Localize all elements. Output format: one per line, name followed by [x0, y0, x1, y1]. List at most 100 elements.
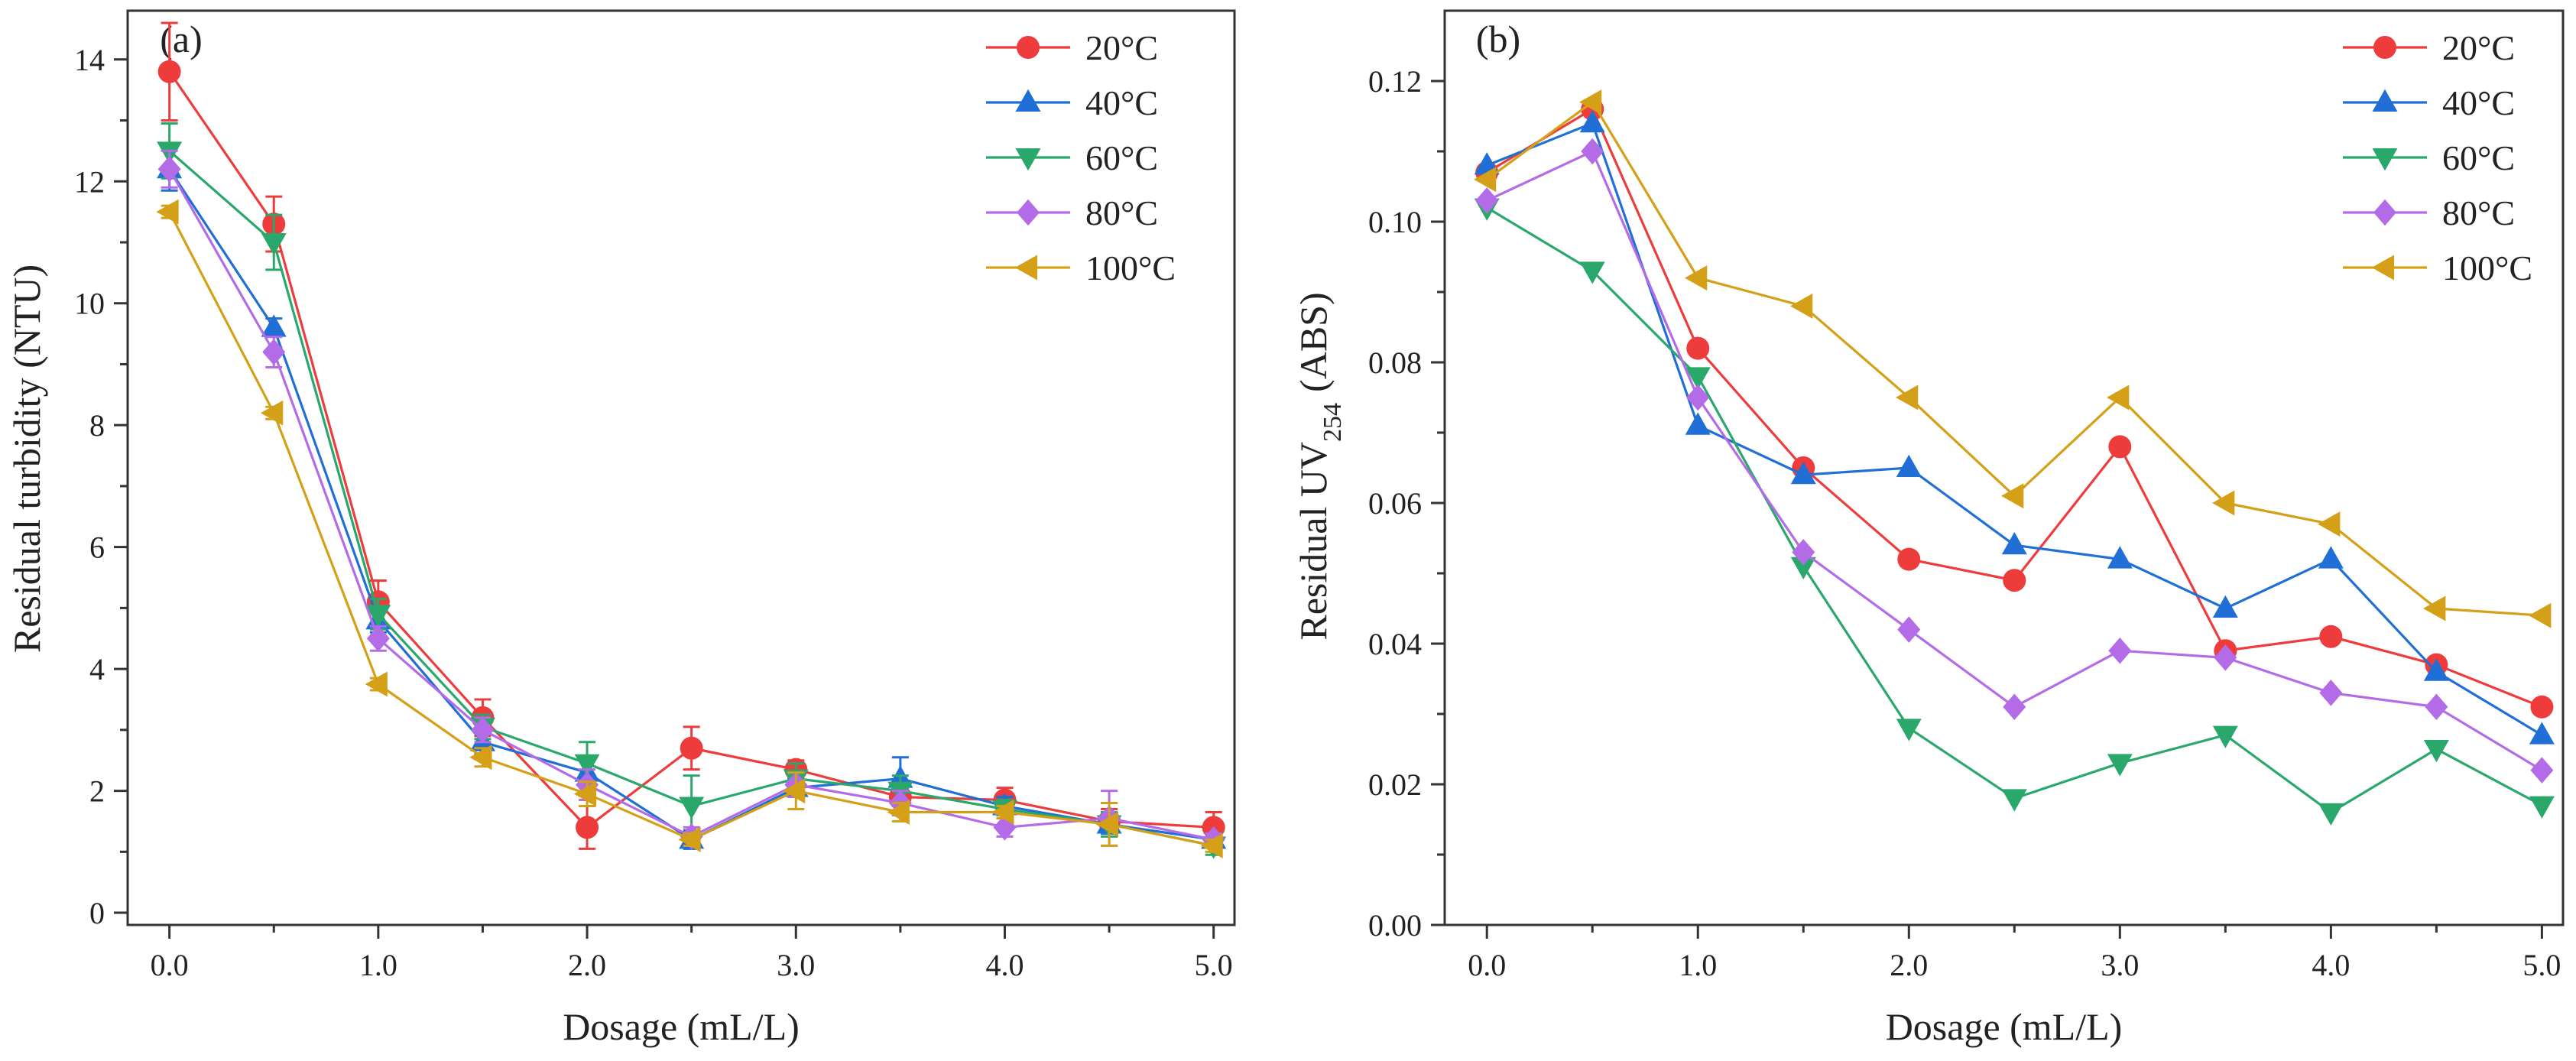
- y-tick-label: 10: [74, 287, 105, 321]
- series-1: [1474, 109, 2555, 745]
- legend-label: 60°C: [1085, 138, 1158, 177]
- legend-label: 60°C: [2442, 138, 2515, 177]
- x-tick-label: 5.0: [2522, 948, 2561, 982]
- legend-marker: [1015, 148, 1041, 171]
- series-line: [1486, 149, 2543, 771]
- legend-marker: [2371, 255, 2394, 281]
- x-tick-label: 0.0: [151, 948, 189, 982]
- x-tick-label: 3.0: [2101, 948, 2139, 982]
- data-point: [1897, 547, 1921, 571]
- data-point: [2214, 644, 2237, 671]
- series-4: [156, 199, 1223, 858]
- legend-label: 80°C: [2442, 193, 2515, 232]
- legend-label: 100°C: [1085, 248, 1176, 287]
- x-tick-label: 2.0: [568, 948, 606, 982]
- data-point: [261, 314, 287, 337]
- legend-label: 20°C: [2442, 28, 2515, 67]
- x-tick-label: 4.0: [2312, 948, 2350, 982]
- data-point: [261, 232, 287, 256]
- data-point: [1896, 454, 1922, 477]
- data-point: [2529, 722, 2555, 745]
- series-2: [1474, 198, 2555, 826]
- data-point: [2423, 740, 2449, 763]
- data-point: [469, 745, 492, 771]
- legend-marker: [1014, 255, 1037, 281]
- data-point: [1475, 187, 1499, 214]
- series-line: [168, 70, 1214, 829]
- series-4: [1473, 89, 2552, 628]
- legend-label: 40°C: [2442, 83, 2515, 122]
- data-point: [1200, 832, 1223, 858]
- legend-label: 20°C: [1085, 28, 1158, 67]
- panel-label: (a): [160, 18, 203, 60]
- y-tick-label: 0.10: [1368, 205, 1422, 239]
- y-tick-label: 0.02: [1368, 767, 1422, 802]
- data-point: [2108, 435, 2132, 459]
- plot-frame: [126, 9, 1236, 926]
- data-point: [2318, 511, 2341, 537]
- data-point: [2107, 546, 2133, 569]
- data-point: [365, 671, 388, 697]
- data-point: [679, 797, 705, 819]
- data-point: [1790, 556, 1816, 580]
- y-tick-label: 2: [89, 774, 105, 809]
- y-axis-title-main: Residual UV: [1292, 442, 1335, 641]
- data-point: [2001, 789, 2027, 812]
- series-3: [1475, 138, 2554, 784]
- data-point: [1581, 138, 1604, 165]
- legend-marker: [1015, 89, 1041, 112]
- y-axis-title-unit: (ABS): [1292, 292, 1335, 392]
- x-tick-label: 3.0: [777, 948, 815, 982]
- data-point: [680, 736, 703, 760]
- legend-label: 40°C: [1085, 83, 1158, 122]
- data-point: [1473, 167, 1497, 193]
- y-tick-label: 6: [89, 530, 105, 565]
- data-point: [1579, 109, 1605, 133]
- x-axis-title: Dosage (mL/L): [1886, 1005, 2123, 1048]
- y-tick-label: 14: [74, 43, 105, 77]
- y-tick-label: 0.12: [1368, 64, 1422, 99]
- data-point: [2529, 796, 2555, 819]
- data-point: [1792, 539, 1815, 566]
- y-tick-label: 8: [89, 408, 105, 443]
- data-point: [260, 400, 284, 426]
- x-tick-label: 5.0: [1195, 948, 1233, 982]
- series-line: [1486, 206, 2543, 814]
- data-point: [471, 716, 495, 744]
- data-point: [1790, 461, 1816, 485]
- y-tick-label: 0.04: [1368, 627, 1422, 661]
- data-point: [1686, 336, 1710, 360]
- data-point: [2001, 483, 2024, 509]
- data-point: [2423, 658, 2449, 681]
- data-point: [887, 799, 910, 825]
- data-point: [2003, 693, 2026, 721]
- data-point: [1897, 616, 1921, 643]
- data-point: [2529, 602, 2552, 628]
- data-point: [2212, 725, 2238, 748]
- y-tick-label: 4: [89, 652, 105, 686]
- data-point: [1578, 89, 1602, 115]
- y-tick-label: 0.00: [1368, 908, 1422, 943]
- x-tick-label: 0.0: [1468, 948, 1506, 982]
- data-point: [1685, 367, 1711, 390]
- data-point: [1896, 384, 1919, 410]
- y-axis-title: Residual UV254 (ABS): [1292, 292, 1347, 640]
- data-point: [2530, 695, 2554, 719]
- data-point: [2319, 680, 2343, 706]
- data-point: [573, 781, 597, 807]
- x-tick-label: 1.0: [359, 948, 397, 982]
- legend-marker: [1017, 36, 1040, 59]
- x-axis-title: Dosage (mL/L): [563, 1005, 800, 1048]
- x-tick-label: 1.0: [1679, 948, 1717, 982]
- data-point: [991, 799, 1014, 825]
- data-point: [2319, 625, 2343, 648]
- plot-frame: [1443, 9, 2565, 926]
- data-point: [678, 826, 701, 852]
- y-tick-label: 0.06: [1368, 486, 1422, 521]
- data-point: [2212, 490, 2235, 516]
- data-point: [2212, 595, 2238, 618]
- y-axis-title: Residual turbidity (NTU): [5, 264, 48, 653]
- data-point: [1896, 719, 1922, 741]
- legend: 20°C 40°C 60°C 80°C 100°C: [2343, 28, 2532, 287]
- legend-marker: [2373, 36, 2396, 59]
